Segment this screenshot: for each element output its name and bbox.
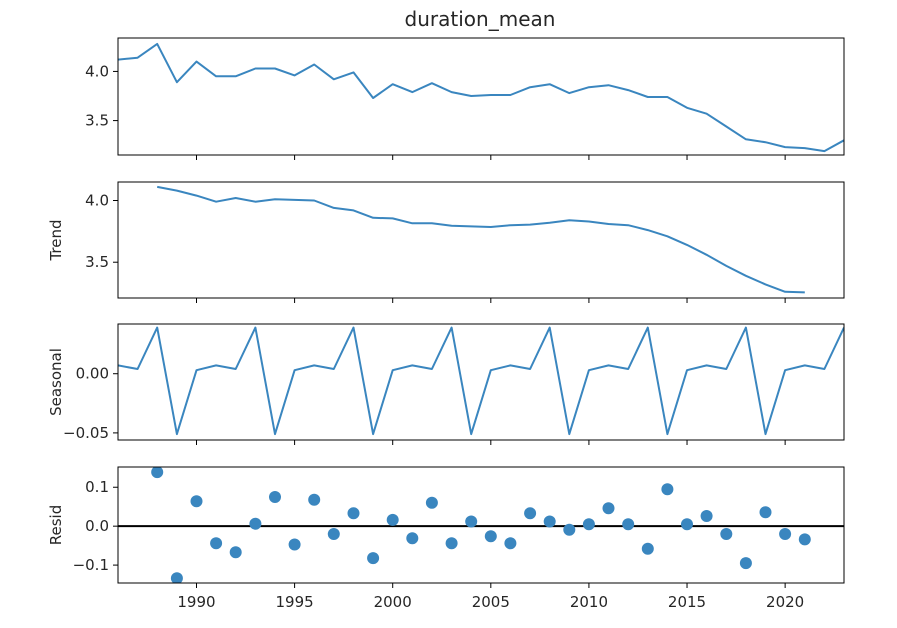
resid-point — [406, 532, 419, 545]
resid-point — [681, 518, 693, 531]
resid-point — [602, 502, 615, 515]
resid-point — [386, 513, 399, 526]
resid-point — [759, 506, 772, 519]
seasonal-ytick-label: −0.05 — [63, 424, 109, 442]
resid-point — [367, 552, 380, 565]
observed-plot-area — [118, 42, 844, 153]
observed-series-line — [118, 42, 844, 153]
resid-point — [798, 533, 811, 546]
observed-axes-frame — [117, 37, 845, 156]
resid-point — [582, 518, 595, 531]
resid-point — [327, 528, 340, 540]
resid-ylabel: Resid — [47, 505, 65, 545]
resid-point — [563, 523, 576, 536]
panels-group: 3.5 4.0 3.5 4.0 Trend −0.05 0.00 Seasonal −0.1 0.… — [47, 37, 845, 611]
resid-point — [504, 537, 517, 550]
resid-point — [720, 528, 733, 540]
resid-point — [641, 542, 654, 555]
trend-ytick-label: 4.0 — [85, 192, 109, 210]
trend-plot-area — [157, 185, 805, 294]
resid-point — [151, 467, 164, 479]
resid-point — [445, 537, 458, 550]
resid-point — [269, 491, 281, 503]
resid-point — [347, 507, 360, 520]
xtick-label: 2000 — [374, 593, 412, 611]
resid-point — [425, 496, 438, 509]
observed-ytick-label: 4.0 — [85, 62, 109, 80]
resid-point — [288, 538, 301, 551]
seasonal-plot-area — [118, 326, 844, 436]
resid-point — [170, 572, 183, 583]
chart-title: duration_mean — [405, 7, 556, 31]
resid-point — [484, 530, 497, 543]
resid-point — [739, 557, 752, 570]
trend-series-line — [157, 185, 805, 294]
xtick-label: 2010 — [570, 593, 608, 611]
trend-ylabel: Trend — [47, 219, 65, 261]
resid-axes-frame — [117, 466, 845, 584]
resid-point — [779, 528, 792, 540]
resid-point — [465, 515, 478, 528]
seasonal-ylabel: Seasonal — [47, 348, 65, 416]
panel-observed: 3.5 4.0 — [85, 37, 845, 160]
resid-point — [622, 518, 635, 531]
resid-ytick-label: −0.1 — [73, 556, 109, 574]
trend-ytick-label: 3.5 — [85, 253, 109, 271]
trend-axes-frame — [117, 181, 845, 299]
panel-trend: 3.5 4.0 Trend — [47, 181, 845, 303]
resid-point — [700, 510, 713, 522]
observed-ytick-label: 3.5 — [85, 112, 109, 130]
resid-point — [190, 495, 203, 508]
resid-point — [308, 493, 321, 506]
resid-plot-area — [118, 467, 844, 583]
panel-resid: −0.1 0.0 0.1 Resid 1990 1995 2000 2005 2010 2015 2… — [47, 466, 845, 611]
xtick-label: 2005 — [472, 593, 510, 611]
resid-point — [661, 483, 674, 496]
resid-point — [210, 537, 223, 550]
resid-point — [543, 515, 556, 528]
panel-seasonal: −0.05 0.00 Seasonal — [47, 323, 845, 445]
xtick-label: 1995 — [276, 593, 314, 611]
resid-point — [249, 517, 262, 530]
xtick-label: 1990 — [177, 593, 215, 611]
xtick-label: 2015 — [668, 593, 706, 611]
resid-point — [524, 507, 537, 520]
xtick-label: 2020 — [766, 593, 804, 611]
resid-ytick-label: 0.0 — [85, 517, 109, 535]
seasonal-axes-frame — [117, 323, 845, 441]
resid-ytick-label: 0.1 — [85, 478, 109, 496]
seasonal-series-line — [118, 326, 844, 436]
seasonal-ytick-label: 0.00 — [76, 365, 109, 383]
resid-point — [229, 546, 242, 559]
